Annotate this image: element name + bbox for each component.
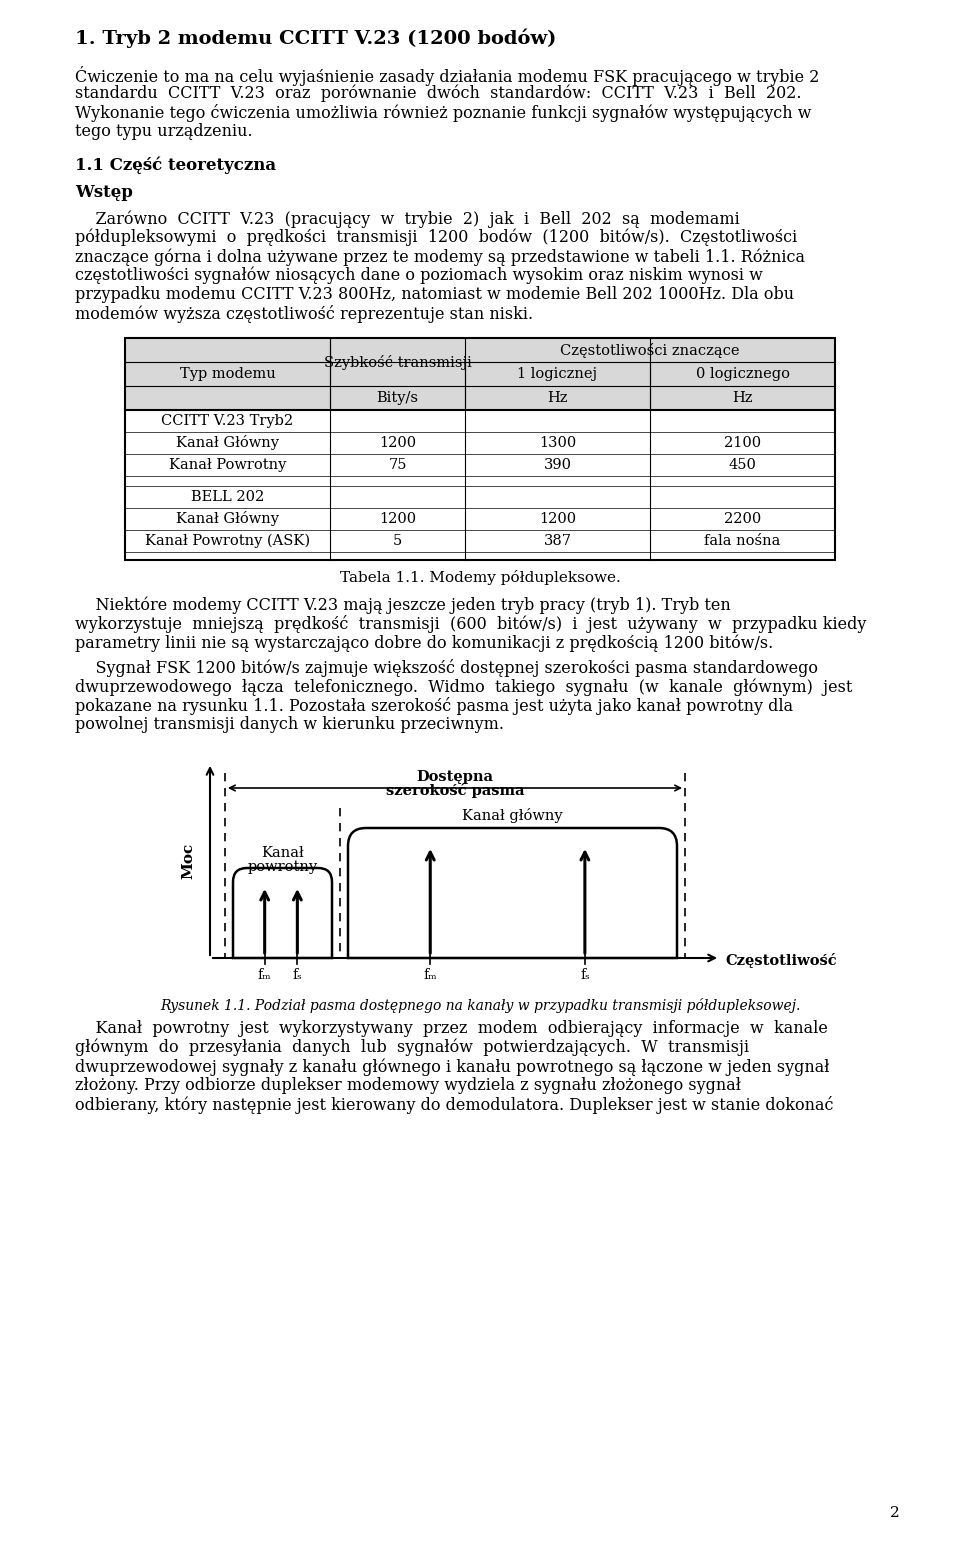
Text: BELL 202: BELL 202	[191, 490, 264, 504]
Text: półdupleksowymi  o  prędkości  transmisji  1200  bodów  (1200  bitów/s).  Często: półdupleksowymi o prędkości transmisji 1…	[75, 229, 797, 246]
Text: fₛ: fₛ	[580, 968, 589, 982]
Text: 1.1 Część teoretyczna: 1.1 Część teoretyczna	[75, 156, 276, 173]
Text: 2100: 2100	[724, 436, 761, 450]
Text: powrotny: powrotny	[248, 860, 318, 873]
Text: powolnej transmisji danych w kierunku przeciwnym.: powolnej transmisji danych w kierunku pr…	[75, 716, 504, 733]
Text: Częstotliwości znaczące: Częstotliwości znaczące	[561, 343, 740, 357]
Text: odbierany, który następnie jest kierowany do demodulatora. Duplekser jest w stan: odbierany, który następnie jest kierowan…	[75, 1096, 833, 1115]
Bar	[125, 339, 835, 410]
Text: 1200: 1200	[379, 436, 416, 450]
Text: dwuprzewodowego  łącza  telefonicznego.  Widmo  takiego  sygnału  (w  kanale  gł: dwuprzewodowego łącza telefonicznego. Wi…	[75, 679, 852, 696]
Bar	[125, 339, 835, 560]
Text: Kanał główny: Kanał główny	[462, 809, 563, 822]
Text: 2: 2	[890, 1506, 900, 1520]
Text: fₘ: fₘ	[423, 968, 437, 982]
Text: fala nośna: fala nośna	[705, 533, 780, 547]
Text: Wstęp: Wstęp	[75, 184, 132, 201]
Text: znaczące górna i dolna używane przez te modemy są przedstawione w tabeli 1.1. Ró: znaczące górna i dolna używane przez te …	[75, 247, 805, 266]
Text: 450: 450	[729, 458, 756, 472]
Text: Kanał Powrotny: Kanał Powrotny	[169, 458, 286, 472]
Text: parametry linii nie są wystarczająco dobre do komunikacji z prędkością 1200 bitó: parametry linii nie są wystarczająco dob…	[75, 634, 773, 651]
Text: Sygnał FSK 1200 bitów/s zajmuje większość dostępnej szerokości pasma standardowe: Sygnał FSK 1200 bitów/s zajmuje większoś…	[75, 659, 818, 677]
Text: 1200: 1200	[539, 512, 576, 526]
Text: standardu  CCITT  V.23  oraz  porównanie  dwóch  standardów:  CCITT  V.23  i  Be: standardu CCITT V.23 oraz porównanie dwó…	[75, 85, 802, 102]
Text: Tabela 1.1. Modemy półdupleksowe.: Tabela 1.1. Modemy półdupleksowe.	[340, 570, 620, 584]
Text: 390: 390	[543, 458, 571, 472]
Text: Rysunek 1.1. Podział pasma dostępnego na kanały w przypadku transmisji półduplek: Rysunek 1.1. Podział pasma dostępnego na…	[159, 999, 801, 1013]
Text: Moc: Moc	[181, 843, 195, 878]
Text: 1 logicznej: 1 logicznej	[517, 366, 597, 380]
Text: wykorzystuje  mniejszą  prędkość  transmisji  (600  bitów/s)  i  jest  używany  : wykorzystuje mniejszą prędkość transmisj…	[75, 615, 866, 632]
Text: 0 logicznego: 0 logicznego	[695, 366, 789, 380]
Text: Kanał Główny: Kanał Główny	[176, 436, 279, 450]
Text: 75: 75	[388, 458, 407, 472]
Text: Kanał: Kanał	[261, 846, 304, 860]
Text: złożony. Przy odbiorze duplekser modemowy wydziela z sygnału złożonego sygnał: złożony. Przy odbiorze duplekser modemow…	[75, 1078, 741, 1095]
Text: CCITT V.23 Tryb2: CCITT V.23 Tryb2	[161, 414, 294, 428]
Text: Bity/s: Bity/s	[376, 391, 419, 405]
Text: częstotliwości sygnałów niosących dane o poziomach wysokim oraz niskim wynosi w: częstotliwości sygnałów niosących dane o…	[75, 267, 763, 284]
Text: Typ modemu: Typ modemu	[180, 366, 276, 380]
Text: 1. Tryb 2 modemu CCITT V.23 (1200 bodów): 1. Tryb 2 modemu CCITT V.23 (1200 bodów)	[75, 28, 557, 48]
Text: 1200: 1200	[379, 512, 416, 526]
Text: Hz: Hz	[547, 391, 567, 405]
Text: Wykonanie tego ćwiczenia umożliwia również poznanie funkcji sygnałów występujący: Wykonanie tego ćwiczenia umożliwia równi…	[75, 104, 811, 122]
Text: Kanał Główny: Kanał Główny	[176, 512, 279, 527]
Text: pokazane na rysunku 1.1. Pozostała szerokość pasma jest użyta jako kanał powrotn: pokazane na rysunku 1.1. Pozostała szero…	[75, 697, 793, 714]
Text: fₛ: fₛ	[293, 968, 302, 982]
Text: Częstotliwość: Częstotliwość	[725, 954, 836, 968]
Text: Dostępna: Dostępna	[417, 770, 493, 784]
Text: dwuprzewodowej sygnały z kanału głównego i kanału powrotnego są łączone w jeden : dwuprzewodowej sygnały z kanału głównego…	[75, 1057, 829, 1076]
Text: Zarówno  CCITT  V.23  (pracujący  w  trybie  2)  jak  i  Bell  202  są  modemami: Zarówno CCITT V.23 (pracujący w trybie 2…	[75, 210, 740, 227]
Text: Ćwiczenie to ma na celu wyjaśnienie zasady działania modemu FSK pracującego w tr: Ćwiczenie to ma na celu wyjaśnienie zasa…	[75, 66, 820, 87]
Text: przypadku modemu CCITT V.23 800Hz, natomiast w modemie Bell 202 1000Hz. Dla obu: przypadku modemu CCITT V.23 800Hz, natom…	[75, 286, 794, 303]
Text: szerokość pasma: szerokość pasma	[386, 782, 524, 798]
Text: Niektóre modemy CCITT V.23 mają jeszcze jeden tryb pracy (tryb 1). Tryb ten: Niektóre modemy CCITT V.23 mają jeszcze …	[75, 597, 731, 614]
Text: fₘ: fₘ	[258, 968, 272, 982]
Text: modemów wyższa częstotliwość reprezentuje stan niski.: modemów wyższa częstotliwość reprezentuj…	[75, 305, 533, 323]
Text: Kanał  powrotny  jest  wykorzystywany  przez  modem  odbierający  informacje  w : Kanał powrotny jest wykorzystywany przez…	[75, 1020, 828, 1037]
Text: 5: 5	[393, 533, 402, 547]
Text: 1300: 1300	[539, 436, 576, 450]
Text: tego typu urządzeniu.: tego typu urządzeniu.	[75, 124, 252, 141]
Text: 387: 387	[543, 533, 571, 547]
Text: głównym  do  przesyłania  danych  lub  sygnałów  potwierdzających.  W  transmisj: głównym do przesyłania danych lub sygnał…	[75, 1039, 749, 1056]
Text: Hz: Hz	[732, 391, 753, 405]
Text: 2200: 2200	[724, 512, 761, 526]
Text: Kanał Powrotny (ASK): Kanał Powrotny (ASK)	[145, 533, 310, 549]
Text: Szybkość transmisji: Szybkość transmisji	[324, 354, 471, 369]
